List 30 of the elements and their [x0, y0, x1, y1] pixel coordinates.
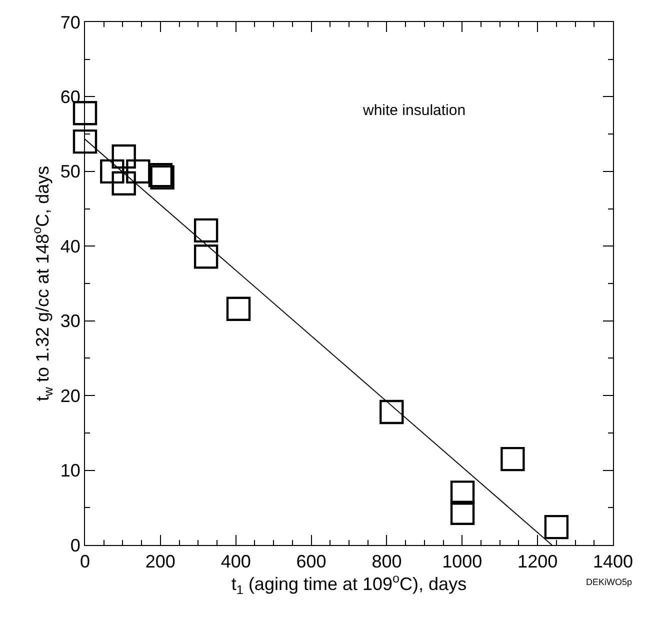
- text: DEKiWO5p: [586, 577, 632, 587]
- y-tick-label: 0: [70, 535, 80, 556]
- point: [194, 244, 218, 269]
- point: [100, 159, 124, 184]
- x-tick-label: 400: [220, 552, 251, 572]
- point: [194, 218, 218, 243]
- point: [544, 514, 569, 540]
- point: [72, 129, 98, 154]
- x-tick-label: 800: [372, 552, 402, 572]
- point: [500, 446, 525, 472]
- y-tick-label: 50: [60, 162, 80, 182]
- y-tick-label: 10: [60, 460, 80, 481]
- x-axis-title: t$_{1}$ (aging time at 109$^{o}$C), days: [231, 572, 467, 597]
- x-tick-label: 1000: [442, 552, 482, 572]
- point: [450, 500, 475, 525]
- x-tick-label: 200: [145, 552, 176, 572]
- y-tick-label: 40: [60, 236, 80, 256]
- y-tick-label: 20: [60, 386, 80, 406]
- annotation: white insulation: [362, 102, 466, 119]
- point: [450, 480, 475, 505]
- y-tick-label: 30: [60, 311, 80, 332]
- x-tick-label: 1400: [592, 552, 634, 572]
- point: [112, 144, 136, 169]
- x-tick-label: 600: [296, 552, 326, 572]
- point: [380, 400, 404, 424]
- x-tick-label: 1200: [518, 552, 558, 572]
- point: [112, 171, 136, 196]
- point: [226, 296, 251, 321]
- point: [126, 159, 150, 184]
- y-tick-label: 70: [60, 12, 80, 32]
